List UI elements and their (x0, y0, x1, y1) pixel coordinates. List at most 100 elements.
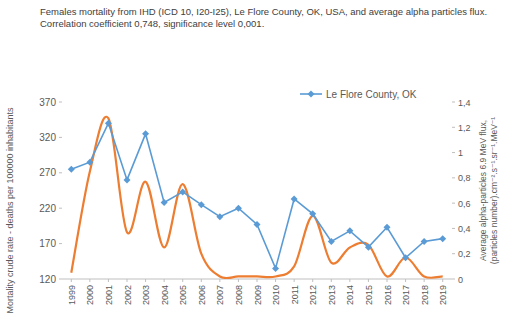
x-tick (387, 279, 388, 282)
x-tick (275, 279, 276, 282)
data-point (161, 199, 168, 206)
x-tick (127, 279, 128, 282)
y2-tick (452, 203, 455, 204)
x-tick-label: 2007 (215, 285, 225, 305)
x-tick-label: 2015 (364, 285, 374, 305)
y-tick (59, 172, 62, 173)
plot-area (68, 117, 446, 278)
y-tick (59, 279, 62, 280)
data-point (384, 224, 391, 231)
y2-tick (452, 127, 455, 128)
y2-tick-label: 0,4 (458, 224, 471, 234)
y2-tick-label: 1,4 (458, 98, 471, 108)
y2-tick-label: 0 (458, 275, 463, 285)
x-tick-label: 2008 (234, 285, 244, 305)
x-tick (71, 279, 72, 282)
data-point (198, 201, 205, 208)
x-tick-label: 2003 (141, 285, 151, 305)
x-tick (201, 279, 202, 282)
y-tick-label: 120 (39, 274, 56, 285)
x-tick (368, 279, 369, 282)
x-tick-label: 2002 (123, 285, 133, 305)
y-tick-label: 220 (39, 203, 56, 214)
x-tick (164, 279, 165, 282)
y-tick-label: 270 (39, 167, 56, 178)
data-point (68, 166, 75, 173)
legend-marker (308, 91, 315, 98)
y-tick (59, 243, 62, 244)
y-tick-label: 320 (39, 132, 56, 143)
x-tick (442, 279, 443, 282)
x-tick-label: 2004 (160, 285, 170, 305)
title-line: Correlation coefficient 0,748, significa… (40, 18, 264, 29)
data-point (235, 205, 242, 212)
y2-tick-label: 0,2 (458, 249, 471, 259)
legend-label: Le Flore County, OK (326, 89, 417, 100)
y2-tick (452, 102, 455, 103)
data-point (105, 120, 112, 127)
y-tick (59, 208, 62, 209)
data-point (272, 265, 279, 272)
x-tick (294, 279, 295, 282)
y2-tick (452, 253, 455, 254)
background (0, 0, 511, 321)
x-tick-label: 2017 (401, 285, 411, 305)
y2-tick (452, 177, 455, 178)
x-tick-label: 2013 (327, 285, 337, 305)
data-point (86, 159, 93, 166)
y2-tick (452, 279, 455, 280)
x-tick (89, 279, 90, 282)
series-line (71, 117, 442, 278)
x-tick-label: 2011 (290, 285, 300, 304)
x-tick-label: 2001 (104, 285, 114, 305)
data-point (124, 176, 131, 183)
x-tick-label: 2010 (271, 285, 281, 305)
y2-tick (452, 228, 455, 229)
data-point (179, 188, 186, 195)
data-point (291, 195, 298, 202)
chart: Females mortality from IHD (ICD 10, I20-… (0, 0, 511, 321)
data-point (254, 221, 261, 228)
y2-tick-label: 1 (458, 148, 463, 158)
x-tick-label: 2016 (383, 285, 393, 305)
y-axis-label: Mortality crude rate - deaths per 100000… (5, 107, 15, 314)
x-tick (331, 279, 332, 282)
data-point (328, 238, 335, 245)
y-tick (59, 137, 62, 138)
x-tick (182, 279, 183, 282)
x-tick (349, 279, 350, 282)
x-tick-label: 2000 (85, 285, 95, 305)
x-tick-label: 2006 (197, 285, 207, 305)
data-point (365, 244, 372, 251)
x-tick-label: 2012 (308, 285, 318, 305)
y-tick-label: 170 (39, 238, 56, 249)
series-line (71, 123, 442, 268)
data-point (439, 235, 446, 242)
data-point (142, 130, 149, 137)
y-tick (59, 102, 62, 103)
x-tick-label: 2009 (253, 285, 263, 305)
data-point (421, 238, 428, 245)
data-point (346, 227, 353, 234)
data-point (309, 210, 316, 217)
data-point (216, 213, 223, 220)
x-tick-label: 2005 (178, 285, 188, 305)
x-tick (219, 279, 220, 282)
x-tick (257, 279, 258, 282)
y2-axis-label: Average alpha-particles 6.9 MeV flux, (478, 120, 488, 261)
x-tick (238, 279, 239, 282)
y2-tick-label: 1,2 (458, 123, 471, 133)
title-line: Females mortality from IHD (ICD 10, I20-… (40, 6, 487, 17)
x-tick (145, 279, 146, 282)
x-tick (405, 279, 406, 282)
x-tick-label: 2014 (345, 285, 355, 305)
x-tick (312, 279, 313, 282)
y-tick-label: 370 (39, 97, 56, 108)
title: Females mortality from IHD (ICD 10, I20-… (40, 6, 487, 29)
y2-tick-label: 0,6 (458, 199, 471, 209)
y2-axis-label: (particles number).cm⁻².s⁻¹.sr⁻¹.MeV⁻¹ (489, 117, 499, 265)
data-point (402, 254, 409, 261)
y2-tick-label: 0,8 (458, 173, 471, 183)
y2-tick (452, 152, 455, 153)
x-tick-label: 1999 (67, 285, 77, 305)
